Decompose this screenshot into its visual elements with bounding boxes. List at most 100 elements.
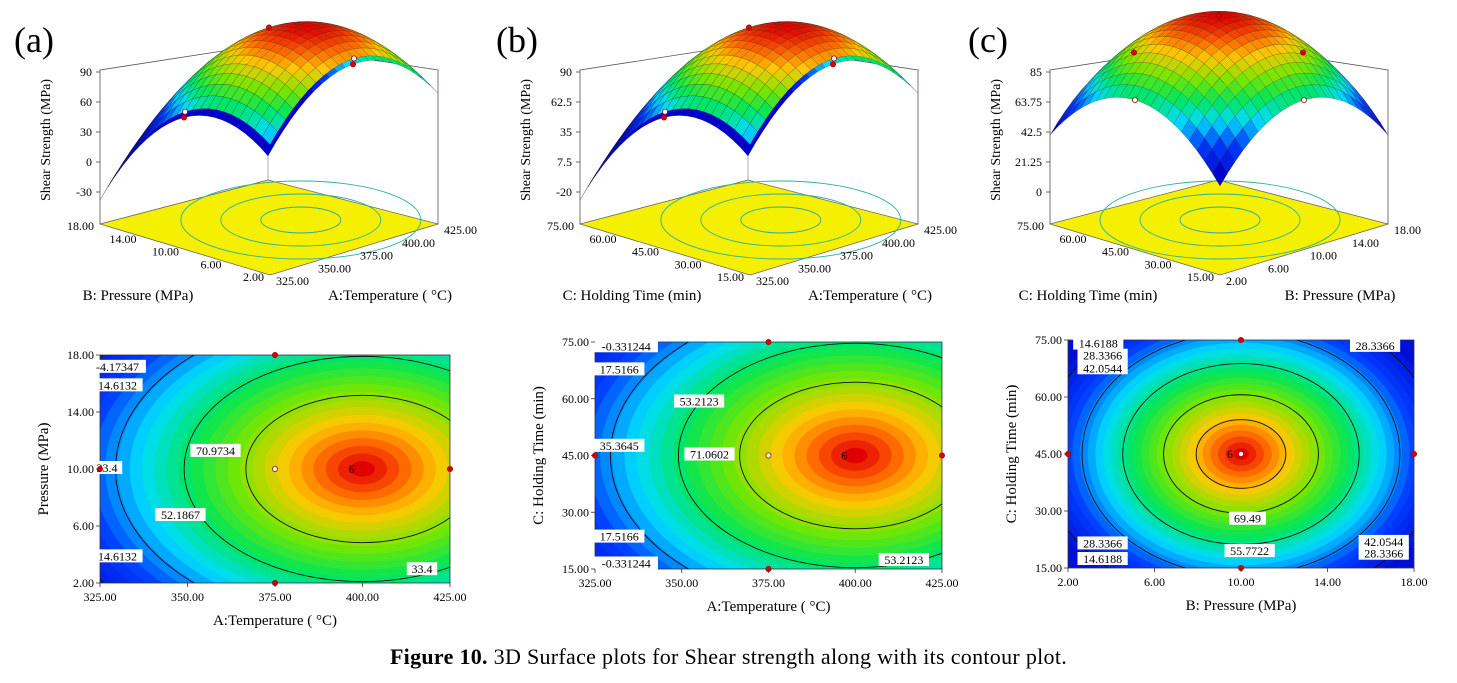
contour-plot-a: -4.17347 14.6132 33.4 70.9734 52.1867 14.6132… [36, 348, 467, 629]
center-point-count: 6 [841, 449, 847, 463]
panel-label-c: (c) [968, 20, 1008, 60]
x-tick-label: 6.00 [1144, 575, 1165, 589]
design-point [446, 465, 453, 472]
y-tick-label: 75.00 [1035, 333, 1062, 347]
z-tick-label: 90 [80, 65, 92, 79]
floor-contour [260, 206, 342, 234]
z-tick-label: -20 [556, 185, 572, 199]
x-tick-label: 10.00 [1310, 249, 1337, 263]
z-tick-label: 7.5 [557, 155, 572, 169]
contour-line [1081, 340, 1401, 568]
contour-label-bg [1224, 544, 1275, 558]
floor-contour [700, 193, 862, 247]
contour-label-bg [92, 549, 143, 563]
contour-label: 17.5166 [600, 530, 639, 544]
x-axis-label: A:Temperature ( °C) [328, 288, 452, 304]
design-point [939, 452, 946, 459]
y-tick-label: 30.00 [1035, 504, 1062, 518]
x-tick-label: 18.00 [1401, 575, 1428, 589]
contour-label-bg [155, 508, 206, 522]
surface-facet [610, 132, 627, 155]
surface-facet [1372, 114, 1389, 136]
x-tick-label: 6.00 [1268, 261, 1289, 275]
x-tick-label: 14.00 [1314, 575, 1341, 589]
contour-label: 14.6132 [98, 378, 137, 392]
y-tick-label: 75.00 [562, 335, 589, 349]
x-tick-label: 325.00 [84, 590, 117, 604]
z-axis-label: Shear Strength (MPa) [519, 79, 534, 201]
floor-contour [1179, 206, 1261, 234]
surface-facet [1212, 160, 1228, 187]
x-tick-label: 425.00 [434, 590, 467, 604]
x-tick-label: 18.00 [1394, 223, 1421, 237]
contour-label-bg [89, 359, 146, 373]
surface-floor [1048, 179, 1390, 276]
surface-mesh [579, 21, 919, 201]
contour-label: 55.7722 [1230, 544, 1269, 558]
x-tick-label: 425.00 [444, 223, 477, 237]
surface-design-point [1132, 97, 1139, 104]
y-tick-label: 18.00 [67, 219, 94, 233]
contour-label-bg [878, 553, 929, 567]
x-tick-label: 425.00 [926, 576, 959, 590]
z-axis-label: Shear Strength (MPa) [989, 79, 1004, 201]
z-tick-label: 0 [1036, 185, 1042, 199]
y-axis-label: C: Holding Time (min) [563, 288, 702, 304]
y-tick-label: 30.00 [1145, 257, 1172, 271]
surface-design-point [1300, 49, 1307, 56]
contour-label-bg [406, 562, 438, 576]
x-tick-label: 325.00 [276, 274, 309, 288]
x-tick-label: 14.00 [1352, 236, 1379, 250]
design-point [765, 338, 772, 345]
contour-label: 71.0602 [690, 448, 729, 462]
y-tick-label: 60.00 [590, 232, 617, 246]
x-tick-label: 350.00 [665, 576, 698, 590]
center-point-count: 6 [1227, 447, 1233, 461]
z-tick-label: 35 [560, 125, 572, 139]
y-tick-label: 10.00 [152, 245, 179, 259]
contour-label: -0.331244 [602, 339, 651, 353]
z-tick-label: 63.75 [1015, 95, 1042, 109]
contour-label: 14.6132 [98, 549, 137, 563]
contour-label-bg [92, 378, 143, 392]
y-tick-label: 6.00 [201, 257, 222, 271]
contour-label: 28.3366 [1364, 547, 1403, 561]
surface-design-point [830, 61, 837, 68]
x-tick-label: 2.00 [1058, 575, 1079, 589]
contour-label-bg [1077, 552, 1128, 566]
y-tick-label: 45.00 [1102, 245, 1129, 259]
panel-label-b: (b) [496, 20, 538, 60]
x-tick-label: 400.00 [346, 590, 379, 604]
y-tick-label: 14.00 [67, 405, 94, 419]
contour-label-bg [594, 362, 645, 376]
surface-design-point [1301, 97, 1308, 104]
contour-line [245, 394, 450, 544]
contour-label: 14.6188 [1079, 337, 1118, 351]
contour-label: 17.5166 [600, 362, 639, 376]
contour-label: -4.17347 [96, 360, 139, 374]
z-tick-label: 90 [560, 65, 572, 79]
contour-plot-c: 14.618828.336642.054428.336669.4955.7722… [1004, 333, 1428, 614]
x-tick-label: 375.00 [840, 249, 873, 263]
floor-contour [660, 180, 902, 260]
contour-label: 42.0544 [1083, 361, 1122, 375]
x-tick-label: 350.00 [171, 590, 204, 604]
x-tick-label: 350.00 [798, 261, 831, 275]
y-tick-label: 15.00 [562, 562, 589, 576]
contour-label-bg [674, 394, 725, 408]
contour-label: 35.3645 [600, 439, 639, 453]
surface-plot-b: 90 62.5 35 7.5 -20 Shear Strength (MPa) 75.00 6… [519, 21, 957, 304]
x-tick-label: 375.00 [259, 590, 292, 604]
surface-facet [1049, 114, 1066, 136]
surface-facet [1364, 106, 1381, 127]
contour-label: 28.3366 [1083, 349, 1122, 363]
surface-design-point [1216, 12, 1223, 19]
y-tick-label: 18.00 [67, 348, 94, 362]
contour-line [1195, 419, 1287, 489]
contour-label: 42.0544 [1364, 535, 1403, 549]
surface-design-point [181, 108, 188, 115]
design-point [1238, 450, 1245, 457]
x-tick-label: 375.00 [752, 576, 785, 590]
surface-design-point [662, 108, 669, 115]
panel-label-a: (a) [14, 20, 54, 60]
